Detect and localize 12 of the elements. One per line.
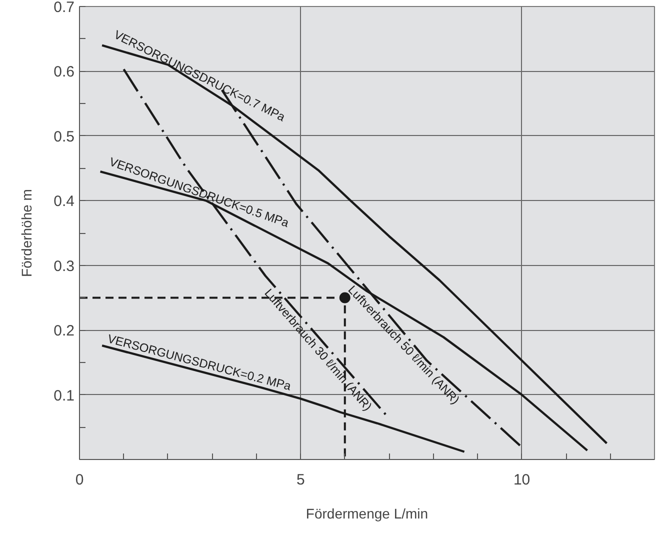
x-tick-label: 0	[75, 472, 84, 488]
y-tick-label: 0.2	[54, 322, 75, 340]
y-axis-title: Förderhöhe m	[18, 189, 35, 277]
x-axis-title: Fördermenge L/min	[306, 506, 428, 522]
y-tick-label: 0.7	[54, 0, 75, 16]
x-tick-label: 5	[296, 472, 305, 488]
y-tick-label: 0.1	[54, 387, 75, 404]
y-tick-label: 0.4	[54, 193, 75, 210]
y-tick-label: 0.6	[54, 64, 75, 81]
y-tick-label: 0.5	[54, 128, 75, 146]
x-tick-label: 10	[513, 472, 530, 488]
y-tick-label: 0.3	[54, 258, 75, 275]
